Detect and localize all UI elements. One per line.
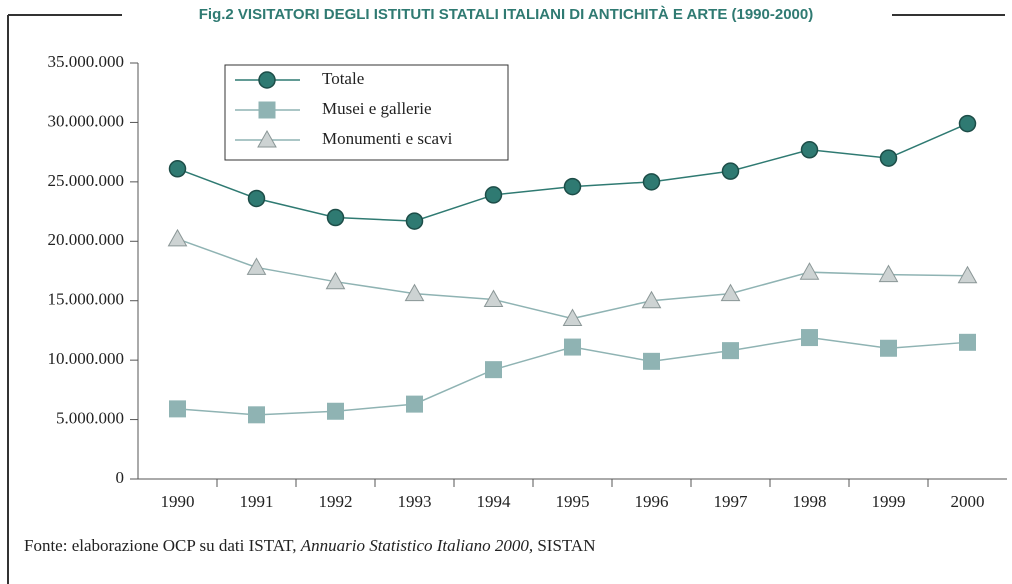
data-point: [484, 186, 503, 204]
data-point: [404, 283, 425, 302]
y-tick-label: 35.000.000: [48, 52, 125, 71]
data-point: [327, 402, 344, 420]
x-tick-label: 1997: [714, 492, 749, 511]
data-point: [326, 208, 345, 227]
data-point: [957, 265, 978, 284]
data-point: [169, 400, 186, 418]
legend-label: Musei e gallerie: [322, 99, 432, 118]
data-point: [246, 257, 267, 275]
title-backdrop: [122, 4, 892, 26]
y-tick-label: 5.000.000: [56, 408, 124, 427]
data-point: [247, 189, 266, 208]
legend-marker: [258, 71, 276, 89]
x-tick-label: 1995: [556, 492, 590, 511]
x-tick-label: 1993: [398, 492, 432, 511]
data-point: [799, 262, 820, 280]
series-line: [177, 238, 968, 320]
source-note: Fonte: elaborazione OCP su dati ISTAT, A…: [24, 536, 595, 555]
x-tick-label: 1992: [319, 492, 353, 511]
data-point: [483, 289, 504, 308]
source-part: Annuario Statistico Italiano 2000,: [300, 536, 533, 555]
y-tick-label: 25.000.000: [48, 171, 125, 190]
x-tick-label: 1990: [161, 492, 195, 511]
data-point: [564, 338, 581, 356]
data-point: [248, 406, 265, 424]
data-point: [722, 342, 739, 360]
legend-label: Totale: [322, 69, 364, 88]
data-point: [959, 333, 976, 351]
y-tick-label: 30.000.000: [48, 111, 125, 130]
legend-marker: [257, 129, 277, 148]
y-tick-label: 20.000.000: [48, 230, 125, 249]
data-point: [167, 228, 188, 247]
legend-label: Monumenti e scavi: [322, 129, 453, 148]
source-part: SISTAN: [537, 536, 595, 555]
data-point: [168, 160, 187, 178]
x-tick-label: 1996: [635, 492, 669, 511]
data-point: [879, 149, 898, 167]
x-tick-label: 1994: [477, 492, 512, 511]
x-tick-label: 2000: [951, 492, 985, 511]
source-part: Fonte: elaborazione OCP su dati ISTAT,: [24, 536, 296, 555]
data-point: [562, 308, 583, 327]
data-point: [642, 173, 661, 191]
x-tick-label: 1991: [240, 492, 274, 511]
data-point: [878, 264, 899, 283]
legend-marker: [258, 101, 276, 119]
data-point: [958, 114, 977, 133]
chart-title: Fig.2 VISITATORI DEGLI ISTITUTI STATALI …: [199, 6, 813, 23]
x-tick-label: 1999: [872, 492, 906, 511]
data-point: [643, 352, 660, 370]
data-point: [405, 212, 424, 230]
data-point: [641, 290, 662, 309]
data-point: [406, 395, 423, 413]
data-point: [720, 283, 741, 302]
y-tick-label: 0: [116, 468, 125, 487]
data-point: [325, 271, 346, 290]
x-tick-label: 1998: [793, 492, 827, 511]
data-point: [800, 141, 819, 159]
y-tick-label: 10.000.000: [48, 349, 125, 368]
data-point: [721, 162, 740, 180]
data-point: [801, 329, 818, 347]
data-point: [485, 361, 502, 379]
data-point: [563, 177, 582, 196]
data-point: [880, 339, 897, 357]
y-tick-label: 15.000.000: [48, 290, 125, 309]
